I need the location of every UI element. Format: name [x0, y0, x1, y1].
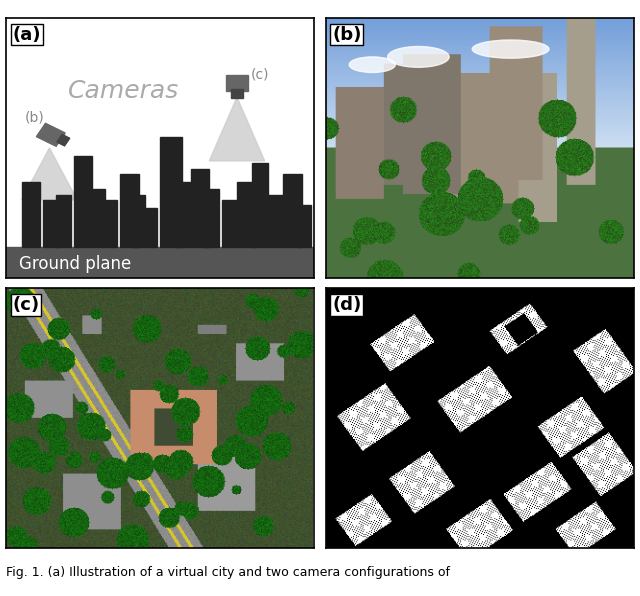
Bar: [93, 190, 105, 247]
Bar: [298, 205, 311, 247]
Bar: [120, 174, 139, 247]
Text: Fig. 1. (a) Illustration of a virtual city and two camera configurations of: Fig. 1. (a) Illustration of a virtual ci…: [6, 566, 451, 579]
Ellipse shape: [388, 46, 449, 67]
Bar: [175, 182, 191, 247]
Text: (c): (c): [251, 68, 269, 82]
Bar: [56, 195, 71, 247]
Polygon shape: [22, 148, 77, 200]
Bar: [203, 190, 218, 247]
FancyBboxPatch shape: [57, 135, 70, 146]
Bar: [221, 200, 237, 247]
Bar: [160, 138, 182, 247]
Bar: [74, 156, 93, 247]
Bar: [283, 174, 301, 247]
Text: (b): (b): [25, 111, 45, 125]
Bar: [237, 182, 255, 247]
Bar: [105, 200, 117, 247]
Text: Ground plane: Ground plane: [19, 254, 131, 272]
FancyBboxPatch shape: [36, 123, 65, 146]
FancyBboxPatch shape: [226, 74, 248, 91]
Bar: [6, 247, 314, 278]
Ellipse shape: [349, 57, 396, 73]
Text: (c): (c): [13, 296, 40, 314]
Bar: [22, 182, 40, 247]
Bar: [132, 195, 145, 247]
FancyBboxPatch shape: [231, 89, 243, 98]
Polygon shape: [209, 97, 265, 161]
Bar: [252, 163, 268, 247]
Ellipse shape: [472, 40, 549, 58]
Text: (a): (a): [13, 26, 41, 44]
Bar: [145, 207, 157, 247]
Bar: [268, 195, 283, 247]
Bar: [44, 200, 59, 247]
Bar: [191, 169, 209, 247]
Text: (b): (b): [332, 26, 362, 44]
Text: (d): (d): [332, 296, 362, 314]
Text: Cameras: Cameras: [68, 79, 179, 103]
